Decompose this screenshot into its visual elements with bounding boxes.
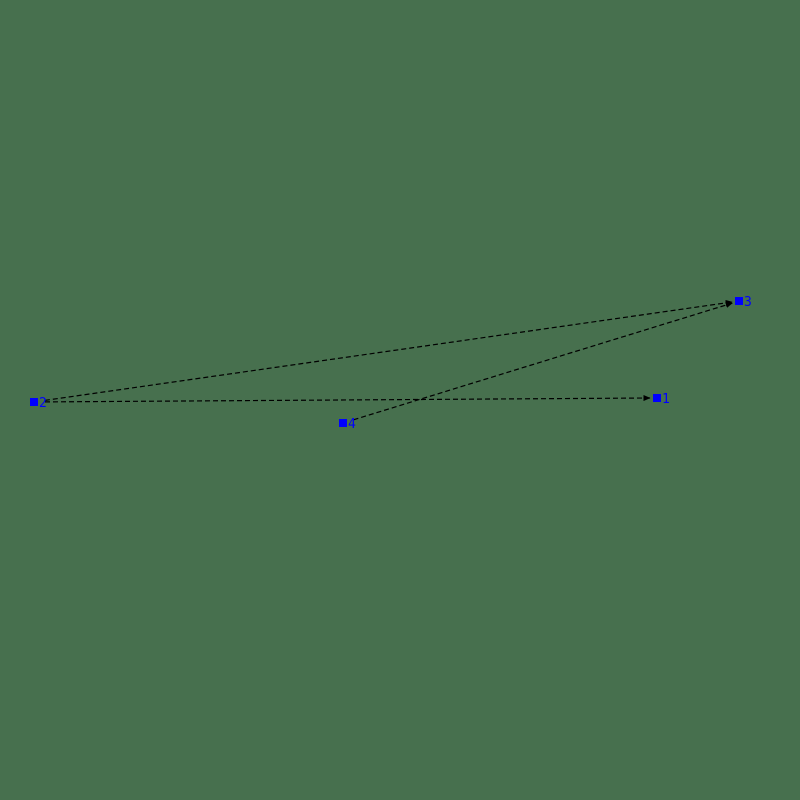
node-label-2: 2 <box>39 396 47 411</box>
node-marker-2 <box>30 398 38 406</box>
edge-4-to-3 <box>353 302 733 421</box>
node-marker-3 <box>735 297 743 305</box>
node-label-1: 1 <box>662 392 670 407</box>
node-marker-1 <box>653 394 661 402</box>
edge-2-to-1 <box>44 395 651 403</box>
node-label-4: 4 <box>348 417 356 432</box>
node-marker-4 <box>339 419 347 427</box>
nodes-group <box>30 297 743 427</box>
edges-group <box>44 299 733 421</box>
node-label-3: 3 <box>744 295 752 310</box>
node-labels-group: 1 2 3 4 <box>39 295 752 432</box>
edge-2-to-3 <box>44 299 733 401</box>
